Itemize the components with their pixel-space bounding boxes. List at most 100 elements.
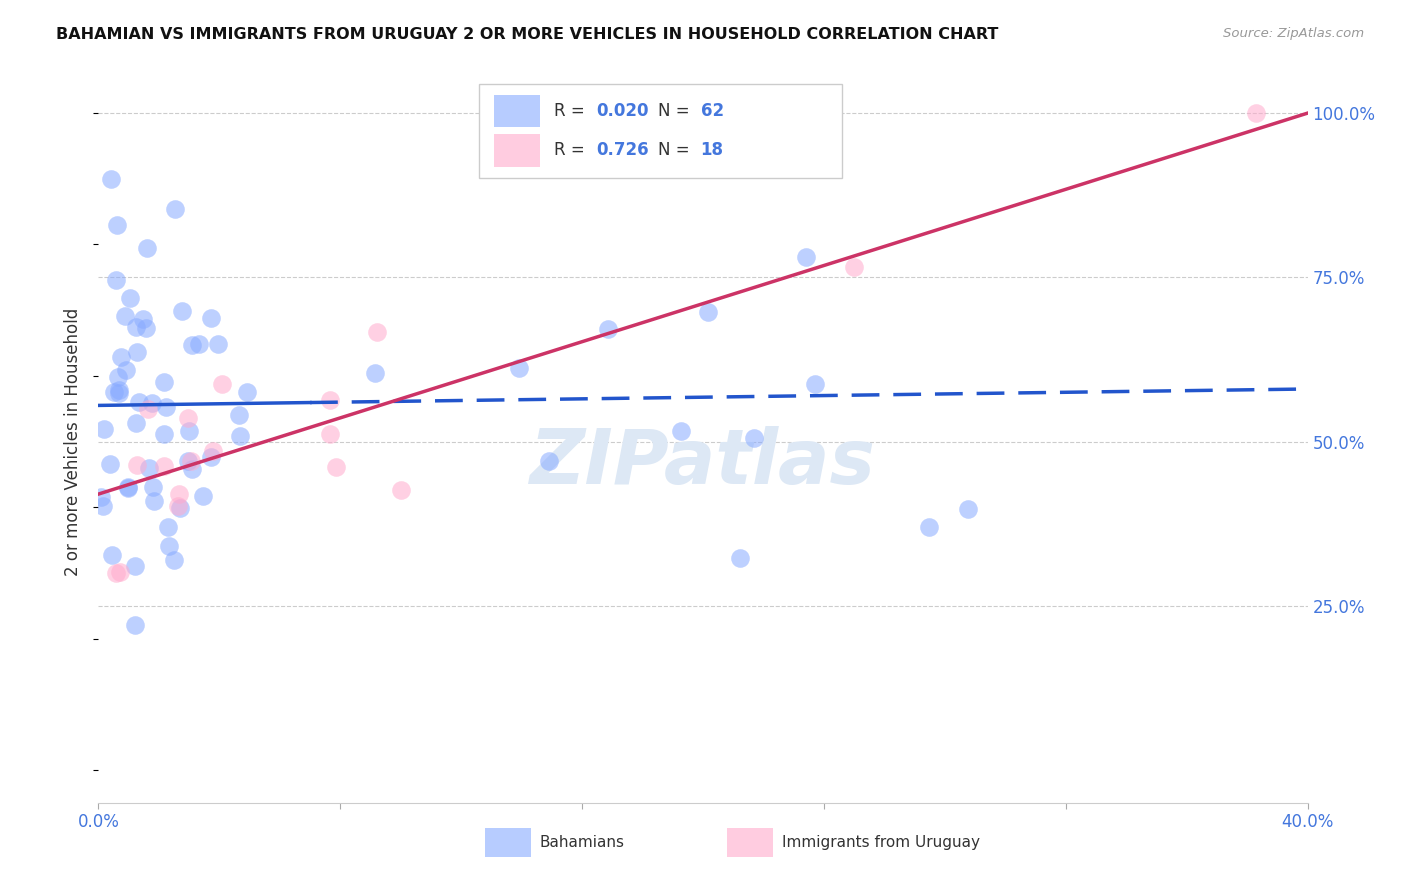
Point	[117, 481, 139, 495]
Text: 0.726: 0.726	[596, 141, 650, 160]
Point	[104, 566, 127, 580]
Text: 62: 62	[700, 102, 724, 120]
Point	[179, 424, 201, 438]
Point	[125, 416, 148, 430]
Point	[124, 618, 146, 632]
Point	[107, 369, 129, 384]
Point	[110, 350, 132, 364]
Point	[325, 459, 347, 474]
FancyBboxPatch shape	[494, 135, 540, 167]
Point	[177, 454, 200, 468]
Point	[844, 260, 866, 274]
Point	[389, 483, 412, 497]
Point	[1244, 106, 1267, 120]
Point	[135, 320, 157, 334]
Point	[211, 377, 233, 392]
Point	[181, 461, 204, 475]
Point	[170, 303, 193, 318]
Point	[319, 427, 342, 442]
Text: ZIPatlas: ZIPatlas	[530, 426, 876, 500]
Point	[142, 480, 165, 494]
Point	[157, 539, 180, 553]
Point	[91, 499, 114, 513]
Text: 0.020: 0.020	[596, 102, 650, 120]
Point	[794, 251, 817, 265]
Point	[742, 431, 765, 445]
Point	[180, 453, 202, 467]
Text: Immigrants from Uruguay: Immigrants from Uruguay	[782, 835, 980, 850]
Point	[200, 450, 222, 465]
Point	[228, 429, 250, 443]
Point	[128, 395, 150, 409]
Point	[181, 338, 204, 352]
Point	[100, 171, 122, 186]
Point	[127, 344, 149, 359]
Y-axis label: 2 or more Vehicles in Household: 2 or more Vehicles in Household	[65, 308, 83, 575]
Point	[117, 480, 139, 494]
Point	[697, 304, 720, 318]
Point	[115, 363, 138, 377]
Point	[366, 325, 388, 339]
Point	[101, 548, 124, 562]
Point	[596, 322, 619, 336]
Point	[136, 241, 159, 255]
Point	[93, 422, 115, 436]
Text: N =: N =	[658, 102, 695, 120]
FancyBboxPatch shape	[494, 95, 540, 128]
Point	[153, 375, 176, 389]
Point	[136, 401, 159, 416]
Point	[90, 490, 112, 504]
Point	[163, 553, 186, 567]
Point	[108, 565, 131, 579]
Point	[200, 310, 222, 325]
Point	[103, 384, 125, 399]
Text: R =: R =	[554, 102, 591, 120]
Point	[191, 489, 214, 503]
Point	[120, 291, 142, 305]
Point	[125, 319, 148, 334]
Point	[538, 454, 561, 468]
Text: Bahamians: Bahamians	[540, 835, 624, 850]
Text: 18: 18	[700, 141, 724, 160]
Point	[236, 384, 259, 399]
Point	[207, 337, 229, 351]
Point	[108, 386, 131, 401]
Point	[228, 408, 250, 422]
Text: Source: ZipAtlas.com: Source: ZipAtlas.com	[1223, 27, 1364, 40]
Point	[141, 396, 163, 410]
Point	[125, 458, 148, 472]
Point	[188, 337, 211, 351]
Point	[156, 519, 179, 533]
FancyBboxPatch shape	[479, 84, 842, 178]
Point	[98, 457, 121, 471]
Point	[105, 218, 128, 232]
Point	[114, 310, 136, 324]
Point	[152, 459, 174, 474]
Point	[143, 494, 166, 508]
Point	[138, 461, 160, 475]
Point	[105, 273, 128, 287]
Point	[956, 502, 979, 516]
Text: R =: R =	[554, 141, 591, 160]
Point	[319, 393, 342, 408]
Point	[918, 519, 941, 533]
Point	[165, 202, 187, 216]
Point	[155, 401, 177, 415]
Point	[177, 410, 200, 425]
FancyBboxPatch shape	[485, 828, 531, 857]
Point	[363, 366, 385, 380]
Point	[730, 551, 752, 566]
Point	[508, 360, 530, 375]
Point	[107, 384, 129, 398]
Text: BAHAMIAN VS IMMIGRANTS FROM URUGUAY 2 OR MORE VEHICLES IN HOUSEHOLD CORRELATION : BAHAMIAN VS IMMIGRANTS FROM URUGUAY 2 OR…	[56, 27, 998, 42]
Point	[124, 558, 146, 573]
Point	[166, 499, 188, 513]
Point	[169, 501, 191, 516]
Point	[132, 311, 155, 326]
Point	[804, 377, 827, 392]
Point	[201, 443, 224, 458]
Text: N =: N =	[658, 141, 695, 160]
Point	[153, 427, 176, 442]
Point	[669, 424, 692, 438]
FancyBboxPatch shape	[727, 828, 773, 857]
